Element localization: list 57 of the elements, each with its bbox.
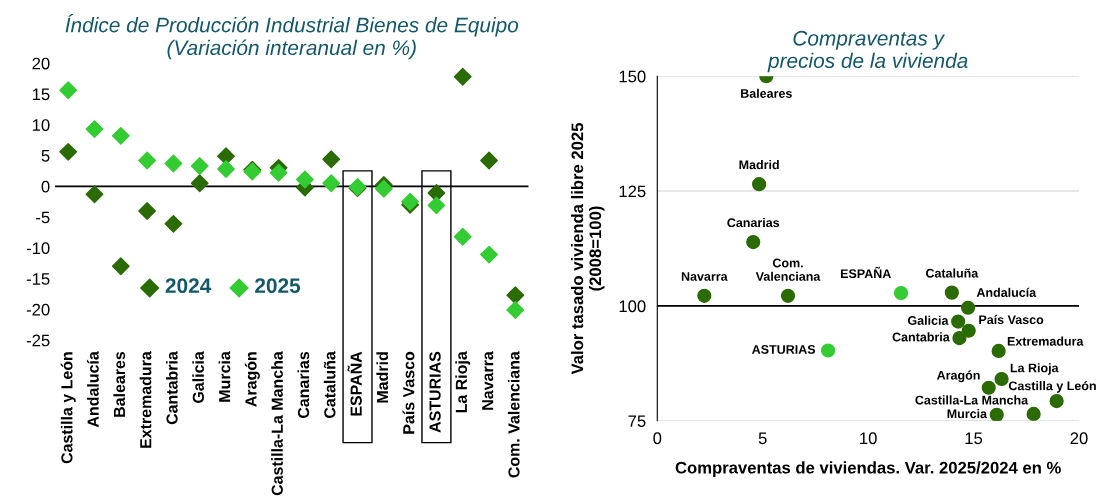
y-tick-label: 20: [32, 57, 50, 70]
x-tick-label: Extremadura: [139, 351, 152, 448]
annotation: Madrid: [739, 160, 779, 170]
y-tick-label: 5: [41, 150, 50, 162]
annotation: Galicia: [907, 315, 949, 325]
y-tick-label: -25: [26, 334, 50, 347]
y-tick-label: -5: [36, 211, 50, 224]
y-tick-label: 0: [41, 180, 50, 193]
legend-label: 2025: [255, 278, 301, 294]
x-tick-label: 10: [860, 432, 877, 445]
legend-label: 2024: [165, 278, 212, 294]
y-tick-label: 75: [628, 415, 646, 428]
y-tick-label: -10: [26, 242, 50, 255]
x-tick-label: 20: [1070, 432, 1088, 445]
x-axis-title: Compraventas de viviendas. Var. 2025/2024 en %: [675, 461, 1061, 477]
x-tick-label: País Vasco: [402, 351, 415, 434]
x-tick-label: Cataluña: [323, 351, 336, 419]
annotation: Cantabria: [892, 332, 950, 342]
x-tick-label: Canarias: [297, 351, 310, 419]
y-tick-label: 10: [32, 119, 50, 131]
x-tick-label: Com. Valenciana: [507, 351, 520, 478]
x-tick-label: Murcia: [218, 351, 231, 402]
y-axis-title: Valor tasado vivienda libre 2025 (2008=100): [571, 122, 605, 375]
x-tick-label: Baleares: [113, 351, 126, 417]
x-tick-label: Madrid: [376, 352, 389, 403]
y-tick-label: 15: [32, 88, 50, 101]
x-tick-label: La Rioja: [455, 351, 471, 413]
annotation: ASTURIAS: [752, 345, 816, 354]
annotation: Cataluña: [925, 268, 979, 278]
x-tick-label: Castilla-La Mancha: [271, 351, 283, 496]
x-tick-label: 5: [758, 432, 767, 445]
y-tick-label: -20: [26, 303, 50, 316]
annotation: Com. Valenciana: [755, 258, 821, 281]
x-tick-label: 0: [653, 432, 662, 445]
annotation: Navarra: [681, 272, 728, 281]
x-tick-label: Cantabria: [165, 351, 178, 425]
x-tick-label: 15: [965, 432, 983, 445]
x-tick-label: Navarra: [482, 351, 494, 410]
y-tick-label: 125: [619, 185, 646, 198]
annotation: Andalucía: [976, 287, 1037, 297]
chart-title: Índice de Producción Industrial Bienes de Equipo (Variación interanual en %): [65, 14, 519, 60]
annotation: Baleares: [741, 88, 792, 98]
annotation: Canarias: [727, 217, 780, 228]
chart-title: Compraventas y precios de la vivienda: [767, 30, 968, 73]
annotation: ESPAÑA: [840, 266, 891, 279]
x-tick-label: Andalucía: [86, 351, 99, 428]
x-tick-label: ESPAÑA: [347, 351, 362, 416]
x-tick-label: Aragón: [244, 352, 260, 407]
y-tick-label: 100: [619, 300, 646, 313]
annotation: Extremadura: [1007, 336, 1084, 346]
annotation: País Vasco: [979, 314, 1044, 325]
annotation: La Rioja: [1010, 363, 1059, 375]
y-tick-label: 150: [619, 70, 646, 83]
y-tick-label: -15: [26, 273, 50, 285]
x-tick-label: ASTURIAS: [429, 351, 441, 433]
x-tick-label: Galicia: [192, 351, 204, 403]
x-tick-label: Castilla y León: [60, 352, 76, 464]
